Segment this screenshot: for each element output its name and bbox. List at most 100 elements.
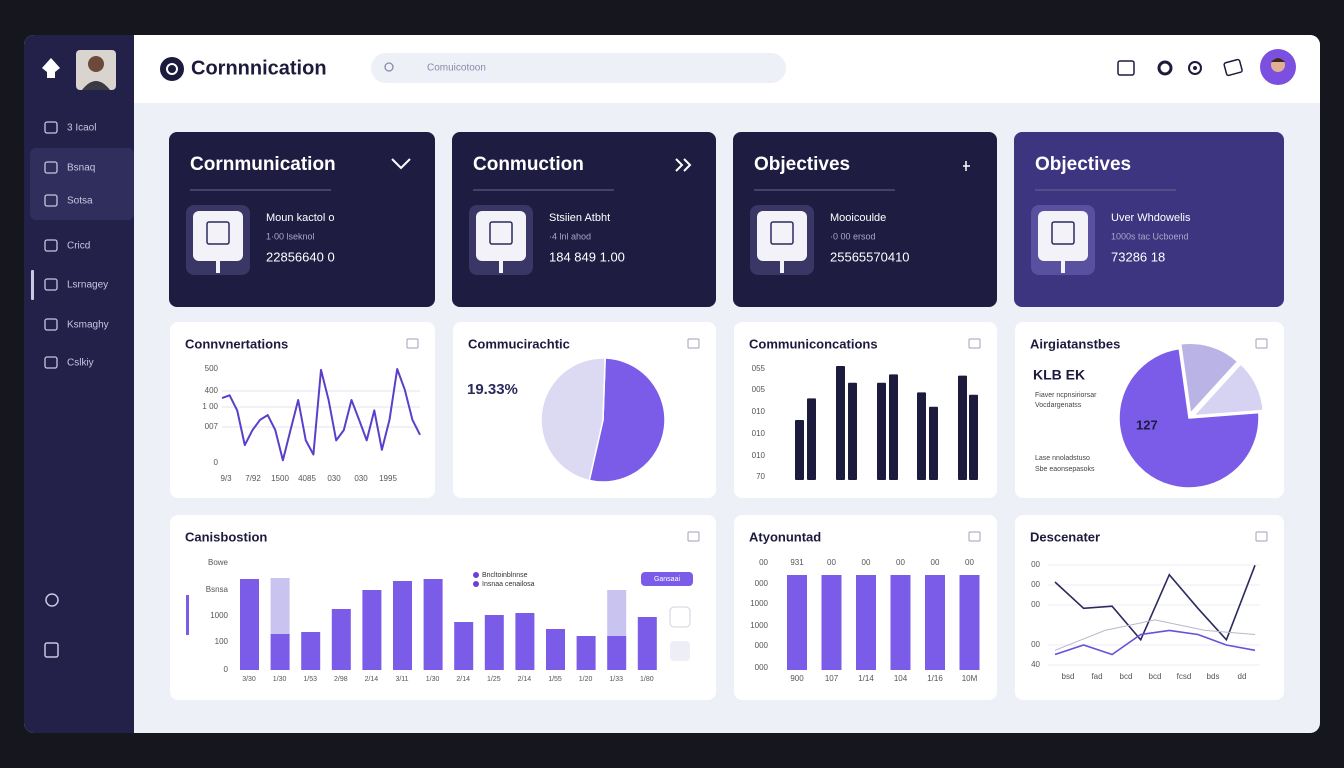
panel-note: Fiaver ncpnsiriorsar	[1035, 392, 1097, 399]
sidebar-item[interactable]: Sotsa	[67, 196, 93, 207]
sidebar-item[interactable]: Ksmaghy	[67, 320, 109, 331]
panel-menu-icon[interactable]	[1255, 531, 1268, 542]
panel-title: Commucirachtic	[468, 336, 570, 351]
sidebar-icon	[44, 194, 58, 207]
sidebar-icon	[44, 121, 58, 134]
panel-menu-icon[interactable]	[406, 338, 419, 349]
x-tick-label: 2/14	[456, 676, 470, 683]
bar	[890, 575, 911, 670]
x-tick-label: 1995	[379, 474, 397, 483]
bar-top-label: 00	[827, 558, 836, 567]
header-icon-record[interactable]	[1157, 60, 1173, 76]
y-tick-label: 010	[752, 429, 766, 438]
card-sub: ·0 00 ersod	[830, 231, 876, 241]
sidebar	[24, 35, 134, 733]
panel-note: Vocdargenatss	[1035, 402, 1082, 409]
x-tick-label: bsd	[1062, 672, 1075, 681]
line-series	[1054, 629, 1256, 656]
sidebar-icon	[44, 318, 58, 331]
logo	[42, 58, 60, 78]
line-series	[1054, 565, 1256, 642]
panel	[170, 322, 435, 498]
x-tick-label: 1/16	[927, 674, 943, 683]
x-tick-label: bcd	[1120, 672, 1133, 681]
x-tick-label: 2/14	[365, 676, 379, 683]
sidebar-icon	[44, 356, 58, 369]
card-sub: 1·00 lseknol	[266, 231, 315, 241]
x-tick-label: 3/30	[242, 676, 256, 683]
sidebar-item[interactable]: Cslkiy	[67, 358, 94, 369]
card-menu[interactable]	[963, 161, 970, 171]
panel-menu-icon[interactable]	[968, 338, 981, 349]
x-tick-label: 1/33	[609, 676, 623, 683]
panel-menu-icon[interactable]	[687, 531, 700, 542]
header-icon-share[interactable]	[1223, 58, 1243, 77]
bar-top-label: 00	[862, 558, 871, 567]
card-icon	[476, 211, 526, 261]
card-chevron[interactable]	[675, 158, 692, 172]
x-tick-label: 1/55	[548, 676, 562, 683]
y-tick-label: 500	[205, 364, 219, 373]
x-tick-label: fcsd	[1177, 672, 1192, 681]
legend-label: Bncltoinblnnse	[482, 572, 528, 579]
card-label: Mooicoulde	[830, 212, 886, 224]
card-sub: 1000s tac Ucboend	[1111, 231, 1189, 241]
pie-slice	[1179, 342, 1239, 415]
panel-title: Connvnertations	[185, 336, 288, 351]
panel-menu-icon[interactable]	[687, 338, 700, 349]
sidebar-item[interactable]: Bsnaq	[67, 163, 95, 174]
bar-top-label: 00	[896, 558, 905, 567]
bar	[607, 636, 627, 670]
x-tick-label: 2/98	[334, 676, 348, 683]
sidebar-item[interactable]: 3 Icaol	[67, 123, 96, 134]
header-icon-target-dot	[1193, 66, 1197, 70]
header-icon-wallet[interactable]	[1117, 60, 1135, 76]
card-icon	[757, 211, 807, 261]
pie-slice	[540, 357, 606, 482]
card-icon-stand	[499, 261, 503, 273]
bar	[270, 634, 290, 670]
panel-menu-icon[interactable]	[1255, 338, 1268, 349]
card-icon-stand	[1061, 261, 1065, 273]
sidebar-icon	[44, 278, 58, 291]
y-tick-label: 70	[756, 472, 765, 481]
line-series	[221, 368, 421, 462]
bar	[856, 575, 876, 670]
bar-top-label: 00	[931, 558, 940, 567]
header-icon-target[interactable]	[1188, 61, 1202, 75]
y-tick-label: 010	[752, 451, 766, 460]
x-tick-label: 030	[354, 474, 368, 483]
sidebar-item[interactable]: Lsrnagey	[67, 280, 108, 291]
card-icon	[193, 211, 243, 261]
y-tick-label: 000	[755, 579, 769, 588]
x-tick-label: 1/53	[303, 676, 317, 683]
panel-title: Communiconcations	[749, 336, 878, 351]
panel-note: Lase nnoladstuso	[1035, 455, 1090, 462]
bar	[362, 590, 382, 670]
sidebar-item[interactable]: Cricd	[67, 241, 90, 252]
panel-button[interactable]	[641, 572, 693, 586]
panel	[1015, 515, 1284, 700]
bar	[929, 406, 938, 480]
y-tick-label: 0	[224, 665, 229, 674]
bar	[270, 578, 290, 634]
x-tick-label: bcd	[1149, 672, 1162, 681]
x-tick-label: fad	[1091, 672, 1102, 681]
legend-dot	[473, 581, 479, 587]
search-icon	[384, 62, 394, 72]
sidebar-help-icon[interactable]	[44, 642, 59, 658]
card-chevron[interactable]	[391, 158, 411, 170]
legend-dot	[473, 572, 479, 578]
y-tick-label: 055	[752, 364, 766, 373]
search-bar[interactable]	[371, 53, 786, 83]
panel-menu-icon[interactable]	[968, 531, 981, 542]
panel-title: Descenater	[1030, 529, 1100, 544]
panel-button-label[interactable]: Gansaai	[654, 576, 681, 583]
x-tick-label: 4085	[298, 474, 316, 483]
panel-control[interactable]	[670, 641, 690, 661]
sidebar-settings-icon[interactable]	[45, 593, 59, 607]
card-value: 25565570410	[830, 249, 910, 264]
panel-control[interactable]	[669, 606, 691, 628]
bar-top-label: 931	[790, 558, 804, 567]
